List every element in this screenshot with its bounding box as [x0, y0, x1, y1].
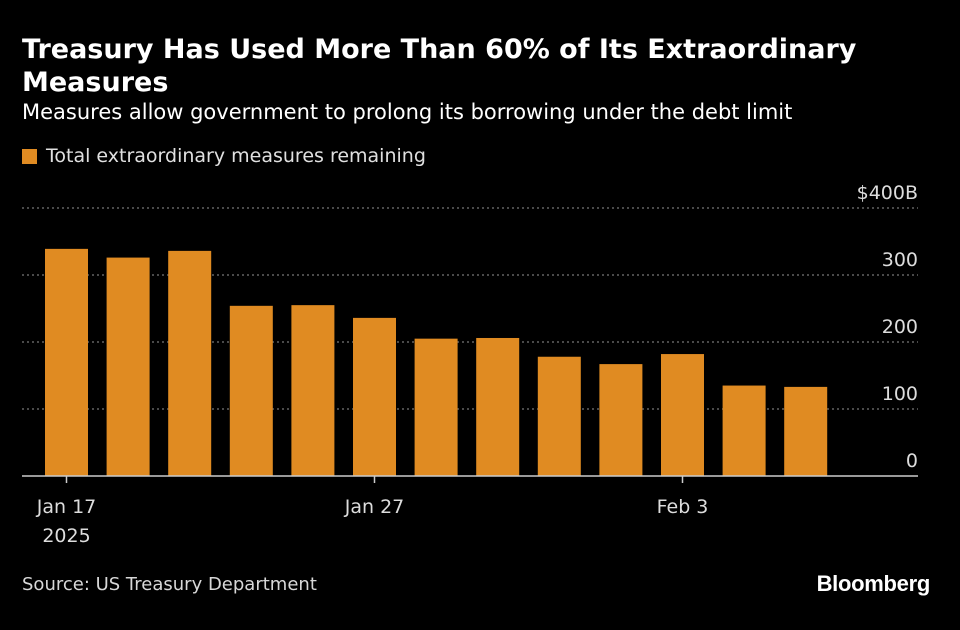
bar-feb-4: [722, 385, 766, 476]
x-tick-label: Jan 17: [36, 496, 97, 518]
x-tick-sublabel: 2025: [42, 525, 90, 547]
legend-swatch-icon: [22, 148, 37, 164]
x-tick-label: Feb 3: [657, 496, 709, 518]
bar-jan-31: [599, 364, 643, 476]
x-tick-label: Jan 27: [344, 496, 405, 518]
bar-jan-30: [537, 356, 581, 476]
y-tick-label: 0: [906, 450, 918, 472]
bar-jan-23: [229, 305, 273, 476]
bar-jan-27: [353, 317, 396, 476]
y-tick-label: $400B: [857, 182, 918, 204]
y-tick-label: 100: [882, 383, 918, 405]
bar-feb-3: [661, 354, 704, 476]
bar-jan-24: [291, 305, 335, 476]
bar-jan-17: [45, 248, 88, 476]
bar-jan-29: [476, 337, 520, 476]
y-tick-label: 300: [882, 249, 918, 271]
bar-jan-28: [414, 338, 458, 476]
legend-label: Total extraordinary measures remaining: [46, 145, 426, 167]
chart-title: Treasury Has Used More Than 60% of Its E…: [22, 34, 857, 98]
bloomberg-logo: Bloomberg: [816, 571, 931, 596]
source-note: Source: US Treasury Department: [22, 574, 317, 595]
legend: Total extraordinary measures remaining: [22, 144, 426, 168]
bar-jan-21: [106, 257, 150, 476]
chart-subtitle: Measures allow government to prolong its…: [22, 100, 793, 124]
bar-jan-22: [168, 250, 212, 476]
bar-feb-5: [784, 386, 828, 476]
y-tick-label: 200: [882, 316, 918, 338]
